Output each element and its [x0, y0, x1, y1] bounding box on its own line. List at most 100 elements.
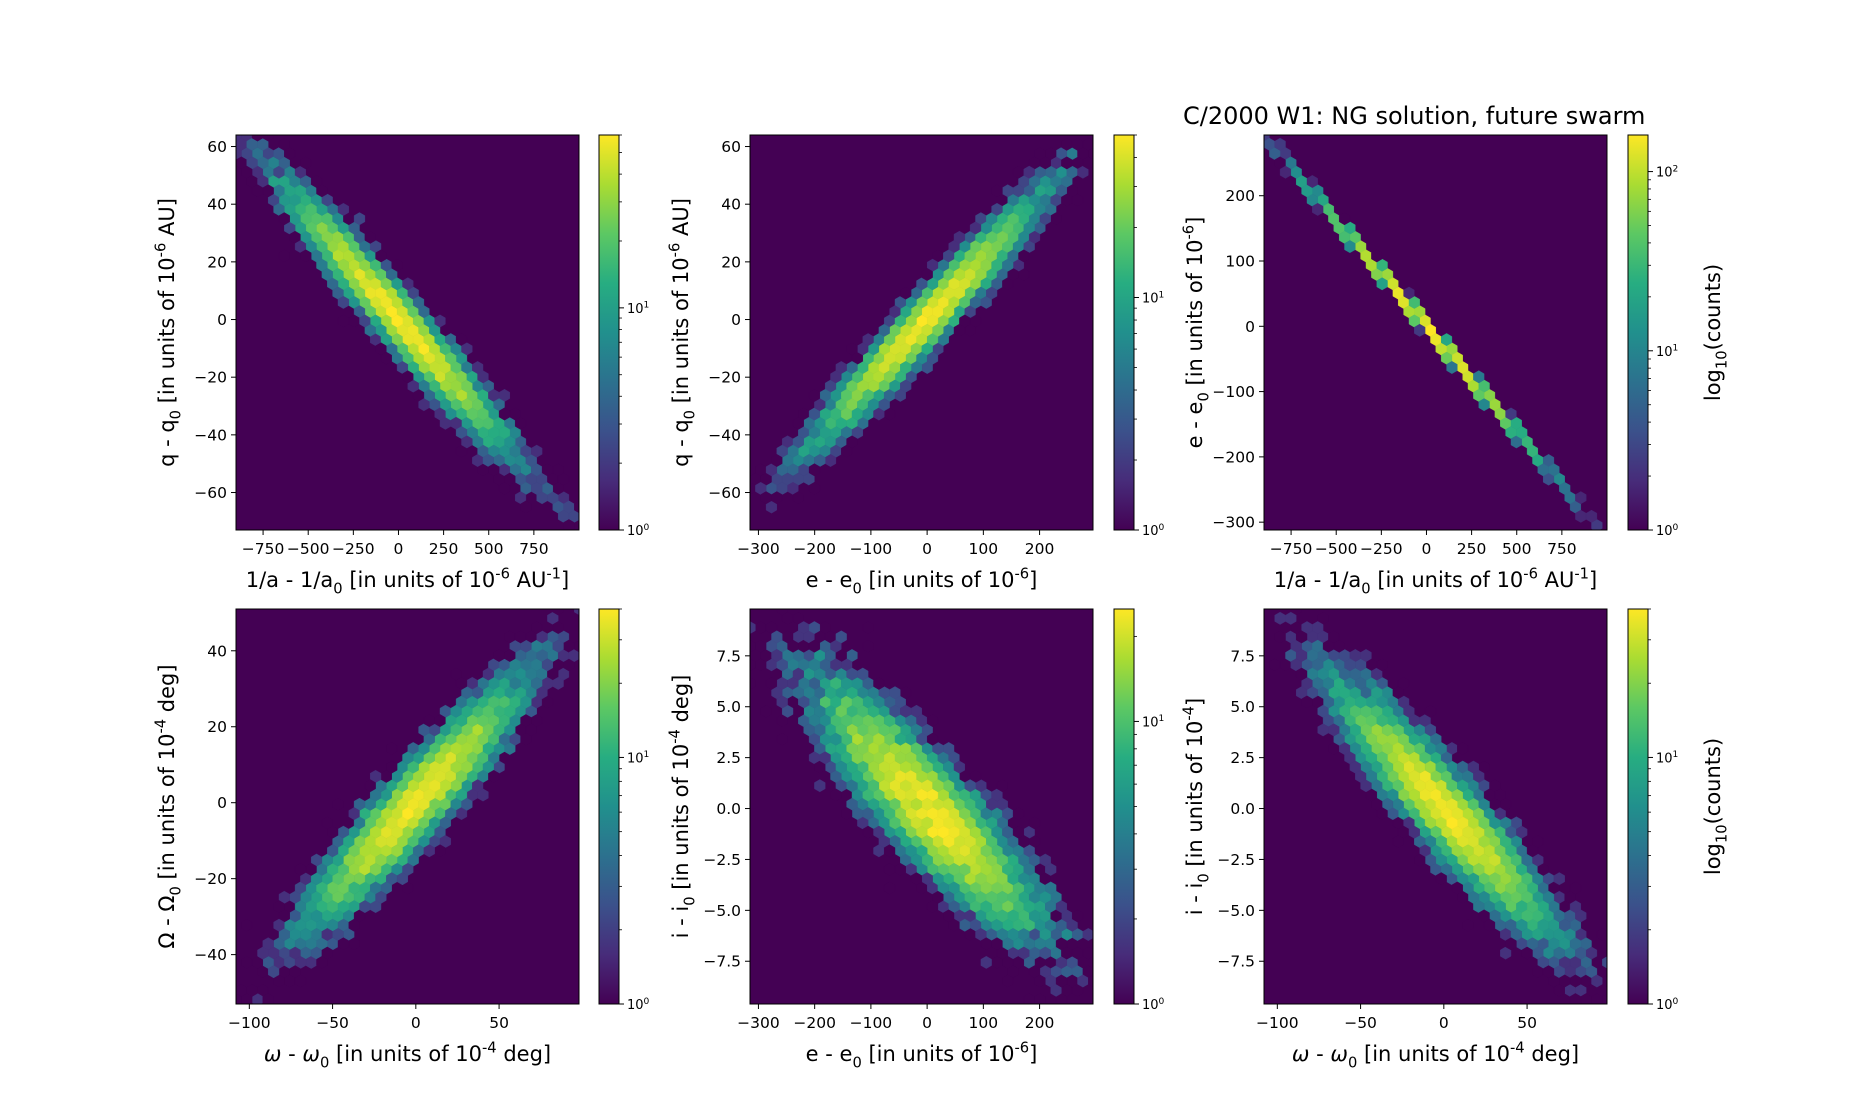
x-tick-label: −250 — [1360, 540, 1403, 558]
hexbin-cell — [1055, 900, 1068, 914]
hexbin-cell — [771, 649, 783, 662]
hexbin-cell — [1099, 938, 1110, 950]
x-tick-label: −50 — [316, 1014, 349, 1032]
hexbin-cell — [1559, 974, 1571, 988]
hexbin-cell — [515, 416, 527, 430]
hexbin-cell — [1082, 928, 1093, 941]
y-tick-label: 7.5 — [1230, 647, 1255, 665]
axes-frame — [1263, 608, 1608, 1005]
hexbin-cell — [996, 779, 1008, 793]
hexbin-cell — [268, 965, 280, 979]
hexbin-cell — [337, 937, 349, 951]
hexbin-cell — [1295, 630, 1308, 644]
hexbin-cell — [364, 230, 376, 244]
hexbin-cell — [889, 305, 901, 319]
hexbin-cell — [750, 556, 761, 568]
hexbin-cell — [418, 742, 430, 755]
hexbin-cell — [964, 853, 976, 867]
hexbin-cell — [316, 955, 328, 969]
axes-frame — [749, 608, 1094, 1005]
hexbin-cell — [445, 370, 457, 384]
colorbar-tick-label: 101 — [1656, 750, 1678, 766]
hexbin-cells — [236, 135, 579, 530]
y-tick-label: −20 — [194, 870, 227, 888]
hexbin-cell — [808, 463, 820, 477]
y-tick-label: −40 — [708, 426, 741, 444]
hexbin-cell — [1376, 658, 1388, 672]
hexbin-cell — [1553, 872, 1565, 886]
hexbin-cell — [808, 388, 820, 402]
hexbin-cell — [300, 156, 312, 170]
x-tick-label: 0 — [394, 540, 404, 558]
hexbin-cell — [975, 872, 987, 886]
hexbin-cell — [1473, 370, 1485, 384]
hexbin-cell — [1435, 742, 1447, 755]
hexbin-cell — [953, 268, 965, 281]
x-tick-label: −50 — [1344, 1014, 1377, 1032]
hexbin-cell — [1071, 909, 1084, 923]
hexbin-cell — [1023, 900, 1035, 914]
hexbin-cell — [1221, 82, 1232, 94]
hexbin-cell — [1104, 1003, 1115, 1015]
y-tick-label: 0 — [217, 311, 227, 329]
hexbin-cell — [450, 704, 462, 718]
hexbin-cell — [1099, 110, 1110, 122]
hexbin-cell — [996, 909, 1008, 923]
hexbin-cell — [1028, 965, 1041, 979]
hexbin-cell — [932, 323, 944, 337]
hexbin-cell — [391, 844, 403, 858]
hexbin-cell — [771, 454, 783, 467]
hexbin-cell — [359, 900, 371, 914]
y-tick-label: −300 — [1212, 514, 1255, 532]
hexbin-cell — [771, 630, 783, 644]
hexbin-cell — [1099, 147, 1110, 159]
hexbin-cell — [531, 481, 543, 495]
hexbin-cell — [375, 890, 387, 904]
hexbin-cell — [552, 676, 564, 690]
hexbin-cell — [1344, 658, 1356, 672]
hexbin-cell — [1526, 900, 1539, 914]
hexbin-cell — [1349, 760, 1361, 774]
y-tick-label: −60 — [708, 484, 741, 502]
colorbar-tick-label: 100 — [1142, 997, 1165, 1013]
hexbin-cell — [1307, 594, 1318, 606]
hexbin-cell — [1034, 147, 1046, 161]
hexbin-cell — [1023, 165, 1035, 179]
hexbin-cell — [1295, 649, 1308, 662]
hexbin-cell — [969, 221, 982, 235]
hexbin-cell — [1494, 788, 1506, 802]
hexbin-cell — [1028, 230, 1041, 244]
x-tick-label: 100 — [969, 1014, 999, 1032]
hexbin-cell — [734, 519, 745, 531]
hexbin-cells — [236, 609, 579, 1061]
hexbin-cell — [1018, 249, 1030, 263]
hexbin-cell — [943, 305, 955, 319]
subplot-5: −300 −200 −100 0 100 200 −7.5 −5.0 −2.5 0.0 2.5 5.0… — [667, 556, 1165, 1071]
hexbin-cell — [531, 621, 543, 635]
hexbin-cell — [835, 361, 847, 374]
hexbin-cell — [808, 639, 820, 653]
x-tick-label: 250 — [1457, 540, 1487, 558]
hexbin-cell — [300, 249, 312, 263]
y-tick-label: 5.0 — [1230, 698, 1255, 716]
colorbar-tick-label: 100 — [627, 997, 650, 1013]
hexbin-cell — [878, 398, 890, 412]
hexbin-cell — [294, 862, 306, 876]
hexbin-cell — [434, 407, 446, 421]
x-tick-label: 500 — [474, 540, 504, 558]
hexbin-cell — [241, 1049, 252, 1061]
hexbin-cell — [1640, 585, 1651, 597]
y-tick-label: 0 — [1245, 318, 1255, 336]
hexbin-cell — [991, 184, 1003, 198]
hexbin-cell — [461, 342, 473, 356]
x-tick-label: −200 — [793, 1014, 836, 1032]
hexbin-cell — [348, 881, 360, 895]
hexbin-cell — [1028, 816, 1041, 830]
hexbin-cell — [1473, 862, 1485, 876]
hexbin-cell — [1581, 1012, 1592, 1024]
hexbin-cell — [819, 751, 831, 765]
hexbin-cells — [750, 556, 1115, 1015]
hexbin-cell — [1599, 528, 1605, 530]
